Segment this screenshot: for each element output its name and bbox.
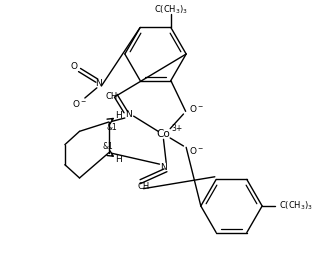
Text: O$^-$: O$^-$ xyxy=(72,98,87,109)
Text: N: N xyxy=(126,110,132,118)
Text: Co: Co xyxy=(157,129,170,139)
Text: H: H xyxy=(115,111,122,120)
Text: N: N xyxy=(160,163,167,172)
Text: &1: &1 xyxy=(106,123,117,132)
Text: H: H xyxy=(115,155,122,164)
Text: N: N xyxy=(95,79,102,88)
Text: O$^-$: O$^-$ xyxy=(189,145,204,156)
Text: CH: CH xyxy=(137,182,150,191)
Text: CH: CH xyxy=(105,92,118,101)
Text: O: O xyxy=(71,62,78,71)
Text: C(CH$_3$)$_3$: C(CH$_3$)$_3$ xyxy=(154,4,188,16)
Text: 3+: 3+ xyxy=(172,124,183,133)
Text: O$^-$: O$^-$ xyxy=(189,103,204,114)
Text: C(CH$_3$)$_3$: C(CH$_3$)$_3$ xyxy=(280,200,314,212)
Text: &1: &1 xyxy=(102,142,113,151)
